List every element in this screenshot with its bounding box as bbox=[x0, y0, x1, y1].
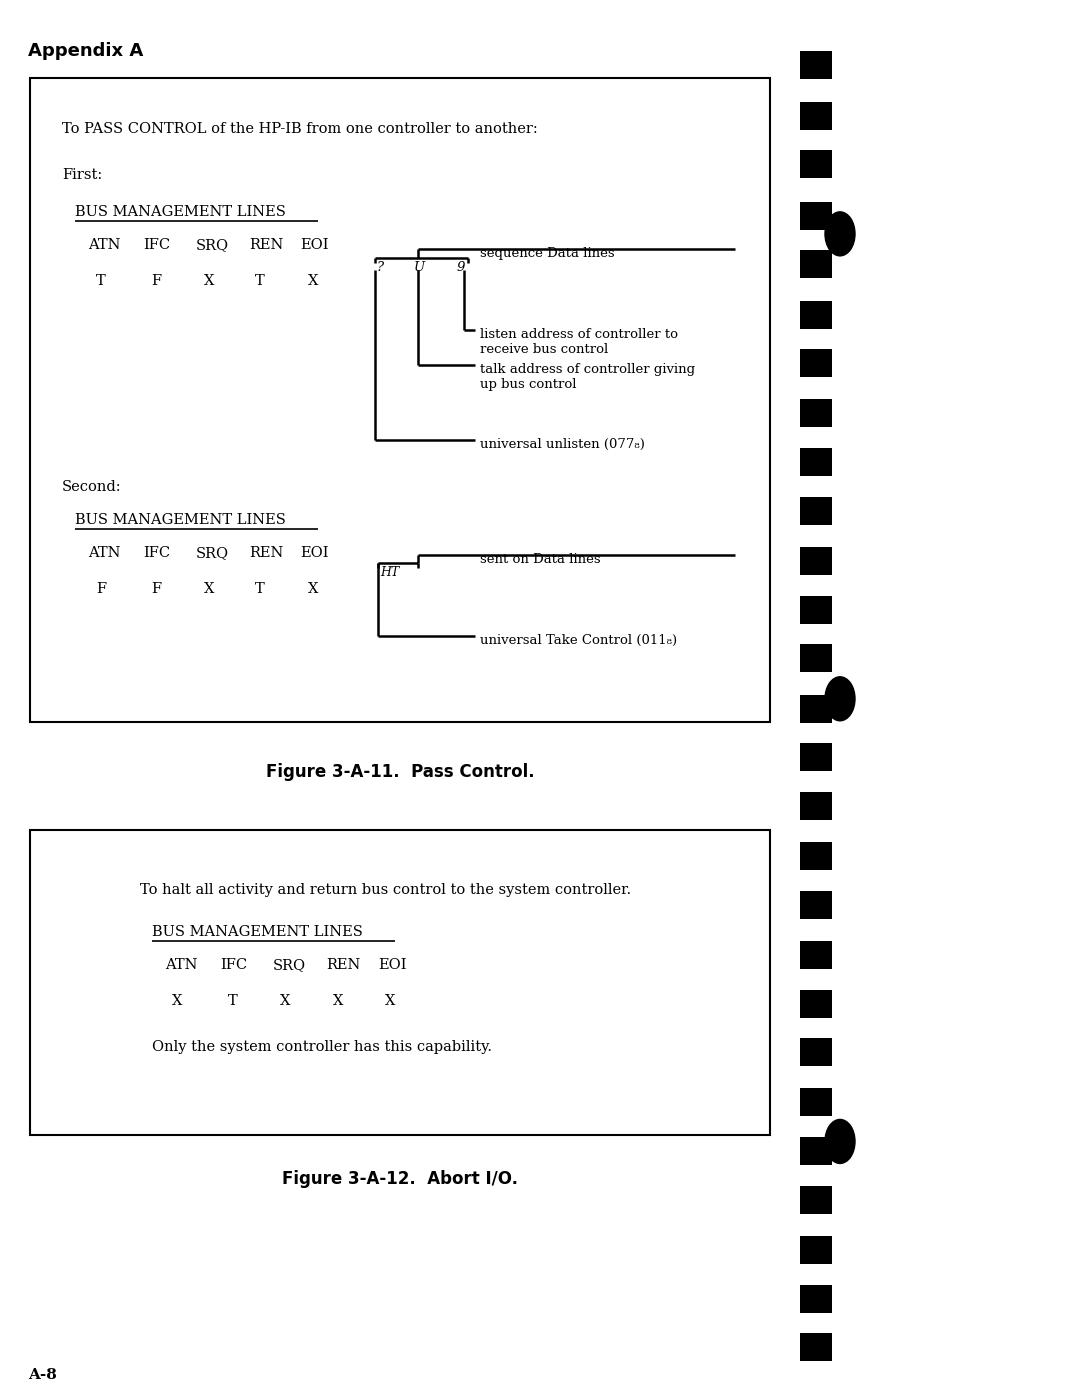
Text: Appendix A: Appendix A bbox=[28, 42, 144, 60]
Ellipse shape bbox=[825, 1119, 855, 1164]
Text: universal unlisten (077₈): universal unlisten (077₈) bbox=[480, 438, 645, 451]
Bar bbox=[800, 644, 832, 672]
Text: A-8: A-8 bbox=[28, 1368, 57, 1382]
Text: X: X bbox=[333, 994, 343, 1008]
Text: REN: REN bbox=[249, 546, 283, 560]
Bar bbox=[30, 78, 770, 722]
Bar bbox=[800, 1089, 832, 1116]
Bar bbox=[800, 1038, 832, 1066]
Bar bbox=[800, 1285, 832, 1313]
Text: T: T bbox=[255, 274, 265, 288]
Bar bbox=[800, 792, 832, 820]
Text: F: F bbox=[151, 274, 161, 288]
Text: U: U bbox=[414, 262, 426, 274]
Text: ATN: ATN bbox=[87, 238, 121, 252]
Text: BUS MANAGEMENT LINES: BUS MANAGEMENT LINES bbox=[75, 205, 286, 219]
Bar bbox=[800, 349, 832, 377]
Text: X: X bbox=[204, 274, 214, 288]
Bar bbox=[800, 695, 832, 722]
Bar bbox=[800, 400, 832, 427]
Bar bbox=[800, 1334, 832, 1361]
Text: T: T bbox=[228, 994, 238, 1008]
Text: X: X bbox=[308, 274, 319, 288]
Text: Figure 3-A-12.  Abort I/O.: Figure 3-A-12. Abort I/O. bbox=[282, 1171, 518, 1187]
Text: REN: REN bbox=[326, 958, 361, 972]
Bar bbox=[800, 102, 832, 129]
Text: Figure 3-A-11.  Pass Control.: Figure 3-A-11. Pass Control. bbox=[266, 763, 535, 781]
Text: universal Take Control (011₈): universal Take Control (011₈) bbox=[480, 633, 677, 647]
Text: X: X bbox=[280, 994, 291, 1008]
Text: EOI: EOI bbox=[300, 546, 328, 560]
Text: T: T bbox=[255, 582, 265, 596]
Bar bbox=[800, 941, 832, 969]
Text: listen address of controller to
receive bus control: listen address of controller to receive … bbox=[480, 329, 678, 356]
Bar bbox=[800, 448, 832, 476]
Text: F: F bbox=[151, 582, 161, 596]
Bar bbox=[800, 52, 832, 79]
Bar bbox=[800, 842, 832, 870]
Bar bbox=[30, 830, 770, 1134]
Text: X: X bbox=[172, 994, 183, 1008]
Text: First:: First: bbox=[62, 168, 103, 182]
Bar bbox=[800, 990, 832, 1018]
Text: BUS MANAGEMENT LINES: BUS MANAGEMENT LINES bbox=[75, 514, 286, 528]
Bar bbox=[800, 743, 832, 771]
Text: 9: 9 bbox=[457, 262, 465, 274]
Text: REN: REN bbox=[249, 238, 283, 252]
Text: IFC: IFC bbox=[220, 958, 247, 972]
Text: IFC: IFC bbox=[143, 238, 171, 252]
Bar bbox=[800, 891, 832, 919]
Text: SRQ: SRQ bbox=[195, 238, 229, 252]
Text: T: T bbox=[96, 274, 106, 288]
Text: sequence Data lines: sequence Data lines bbox=[480, 246, 615, 260]
Ellipse shape bbox=[825, 212, 855, 256]
Bar bbox=[800, 150, 832, 178]
Text: ATN: ATN bbox=[87, 546, 121, 560]
Text: To PASS CONTROL of the HP-IB from one controller to another:: To PASS CONTROL of the HP-IB from one co… bbox=[62, 122, 538, 136]
Bar bbox=[800, 1186, 832, 1214]
Text: ?: ? bbox=[377, 262, 384, 274]
Bar bbox=[800, 547, 832, 575]
Bar bbox=[800, 1236, 832, 1264]
Text: Only the system controller has this capability.: Only the system controller has this capa… bbox=[152, 1040, 492, 1054]
Text: To halt all activity and return bus control to the system controller.: To halt all activity and return bus cont… bbox=[140, 883, 631, 896]
Text: SRQ: SRQ bbox=[195, 546, 229, 560]
Ellipse shape bbox=[825, 677, 855, 721]
Bar bbox=[800, 596, 832, 624]
Text: EOI: EOI bbox=[300, 238, 328, 252]
Bar bbox=[800, 251, 832, 278]
Text: X: X bbox=[384, 994, 395, 1008]
Text: ATN: ATN bbox=[165, 958, 198, 972]
Text: sent on Data lines: sent on Data lines bbox=[480, 553, 600, 567]
Text: F: F bbox=[96, 582, 106, 596]
Text: EOI: EOI bbox=[378, 958, 406, 972]
Text: IFC: IFC bbox=[143, 546, 171, 560]
Bar bbox=[800, 497, 832, 525]
Text: X: X bbox=[204, 582, 214, 596]
Text: BUS MANAGEMENT LINES: BUS MANAGEMENT LINES bbox=[152, 926, 363, 940]
Text: talk address of controller giving
up bus control: talk address of controller giving up bus… bbox=[480, 363, 696, 391]
Text: SRQ: SRQ bbox=[273, 958, 306, 972]
Text: Second:: Second: bbox=[62, 480, 122, 494]
Bar bbox=[800, 202, 832, 230]
Bar bbox=[800, 301, 832, 329]
Text: X: X bbox=[308, 582, 319, 596]
Bar bbox=[800, 1137, 832, 1165]
Text: HT: HT bbox=[380, 567, 400, 579]
